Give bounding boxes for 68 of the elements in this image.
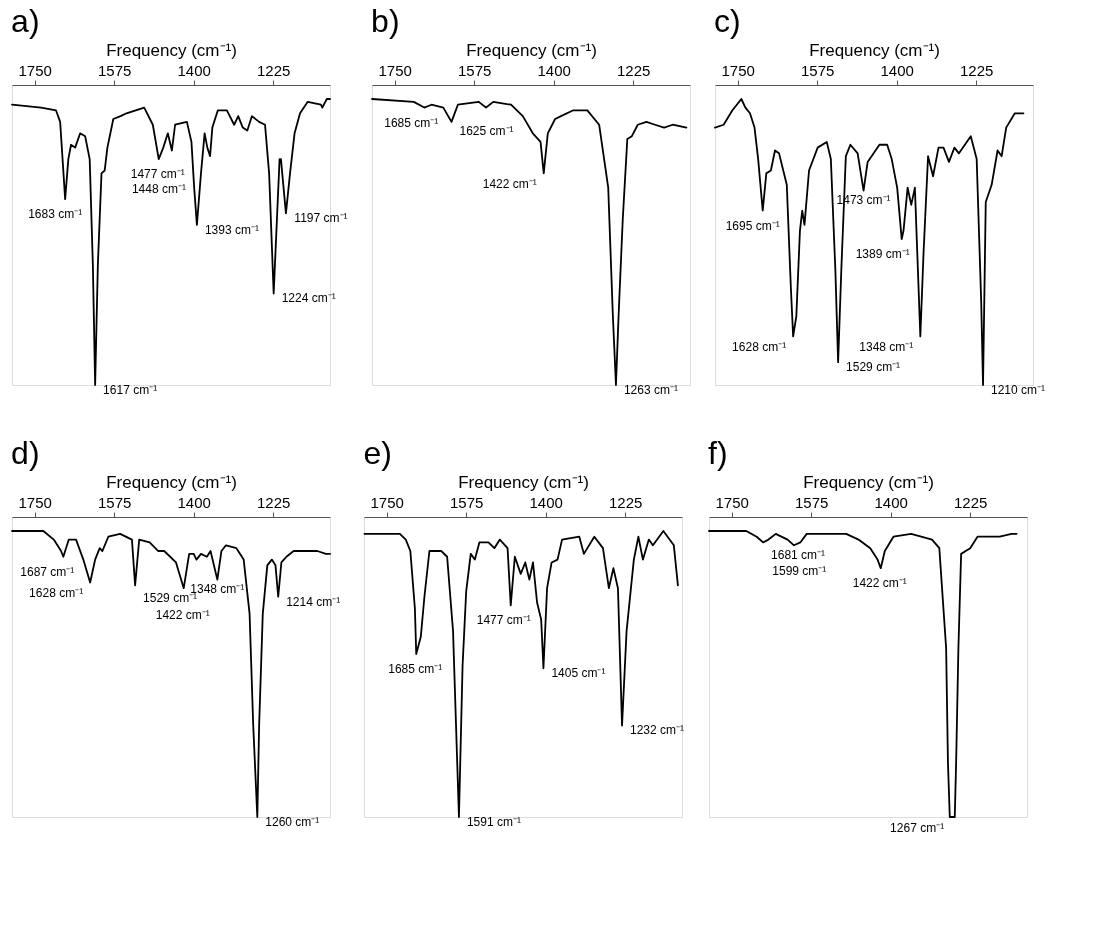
x-tick-label: 1575 [801, 61, 835, 79]
chart-title: d) [11, 435, 40, 471]
x-tick-label: 1400 [177, 493, 211, 511]
chart-title: c) [714, 3, 741, 39]
annotation: 1263 cm⁻¹ [623, 383, 678, 397]
chart-title: e) [363, 435, 393, 471]
x-tick-label: 1400 [874, 493, 908, 511]
annotation: 1683 cm⁻¹ [28, 207, 83, 222]
annotation: 1477 cm⁻¹ [476, 613, 531, 628]
x-tick-label: 1575 [98, 493, 132, 511]
chart-title: f) [708, 435, 728, 471]
x-tick-label: 1750 [721, 61, 755, 79]
x-tick-label: 1400 [880, 61, 914, 79]
x-tick-label: 1750 [715, 493, 749, 511]
annotation: 1422 cm⁻¹ [155, 608, 210, 623]
annotation: 1348 cm⁻¹ [859, 340, 914, 355]
annotation: 1628 cm⁻¹ [732, 340, 787, 355]
annotation: 1477 cm⁻¹ [130, 167, 185, 182]
annotation: 1685 cm⁻¹ [384, 115, 439, 130]
x-tick-label: 1225 [257, 61, 291, 79]
annotation: 1628 cm⁻¹ [29, 586, 84, 601]
annotation: 1685 cm⁻¹ [388, 661, 443, 676]
annotation: 1422 cm⁻¹ [852, 576, 907, 591]
x-tick-label: 1400 [529, 493, 563, 511]
x-axis-title: Frequency (cm⁻¹) [809, 40, 940, 60]
x-tick-label: 1750 [18, 493, 52, 511]
annotation: 1197 cm⁻¹ [294, 211, 348, 226]
chart-title: a) [11, 3, 40, 39]
annotation: 1681 cm⁻¹ [771, 548, 826, 563]
x-tick-label: 1225 [960, 61, 994, 79]
x-tick-label: 1575 [458, 61, 492, 79]
x-tick-label: 1750 [378, 61, 412, 79]
x-tick-label: 1575 [98, 61, 132, 79]
annotation: 1591 cm⁻¹ [466, 815, 521, 829]
x-axis-title: Frequency (cm⁻¹) [106, 40, 237, 60]
annotation: 1422 cm⁻¹ [482, 177, 537, 192]
annotation: 1529 cm⁻¹ [846, 360, 901, 375]
x-tick-label: 1225 [954, 493, 988, 511]
annotation: 1687 cm⁻¹ [20, 564, 75, 579]
annotation: 1232 cm⁻¹ [630, 723, 685, 738]
annotation: 1260 cm⁻¹ [265, 815, 320, 829]
x-tick-label: 1750 [370, 493, 404, 511]
x-tick-label: 1400 [537, 61, 571, 79]
annotation: 1599 cm⁻¹ [772, 564, 827, 579]
annotation: 1214 cm⁻¹ [286, 594, 341, 609]
annotation: 1210 cm⁻¹ [991, 383, 1046, 397]
x-tick-label: 1750 [18, 61, 52, 79]
annotation: 1267 cm⁻¹ [890, 821, 945, 835]
x-axis-title: Frequency (cm⁻¹) [466, 40, 597, 60]
annotation: 1405 cm⁻¹ [551, 666, 606, 681]
chart-title: b) [371, 3, 400, 39]
annotation: 1695 cm⁻¹ [725, 218, 780, 233]
annotation: 1625 cm⁻¹ [459, 123, 514, 138]
annotation: 1448 cm⁻¹ [131, 182, 186, 197]
x-tick-label: 1225 [609, 493, 643, 511]
annotation: 1617 cm⁻¹ [103, 383, 158, 397]
x-axis-title: Frequency (cm⁻¹) [458, 472, 589, 492]
x-tick-label: 1225 [617, 61, 651, 79]
x-axis-title: Frequency (cm⁻¹) [803, 472, 934, 492]
x-axis-title: Frequency (cm⁻¹) [106, 472, 237, 492]
annotation: 1529 cm⁻¹ [143, 591, 198, 606]
x-tick-label: 1575 [450, 493, 484, 511]
x-tick-label: 1225 [257, 493, 291, 511]
annotation: 1224 cm⁻¹ [281, 291, 336, 306]
x-tick-label: 1400 [177, 61, 211, 79]
annotation: 1389 cm⁻¹ [855, 247, 910, 262]
annotation: 1393 cm⁻¹ [204, 222, 259, 237]
x-tick-label: 1575 [795, 493, 829, 511]
